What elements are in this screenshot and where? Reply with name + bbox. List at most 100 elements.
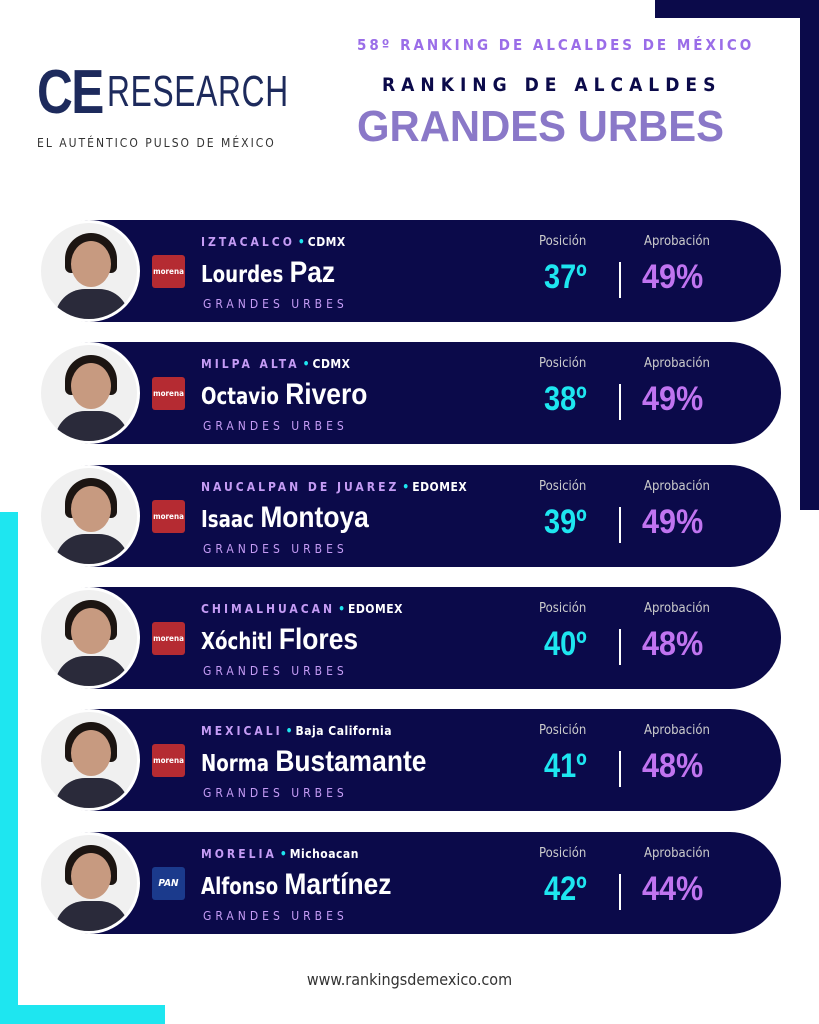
mayor-name: Norma Bustamante	[201, 745, 426, 779]
bullet-icon: •	[297, 235, 305, 249]
location: MILPA ALTA • CDMX	[201, 357, 350, 371]
cyan-frame-left	[0, 512, 18, 1024]
approval-label: Aprobación	[644, 601, 710, 616]
last-name: Rivero	[285, 378, 368, 411]
edition-title: 58º RANKING DE ALCALDES DE MÉXICO	[357, 36, 755, 54]
state: CDMX	[307, 235, 346, 249]
morena-party-logo: morena	[152, 500, 185, 533]
state: Baja California	[295, 724, 392, 738]
mayor-card: morena MEXICALI • Baja California Norma Bu…	[38, 709, 781, 811]
page-title: RANKING DE ALCALDES	[382, 74, 722, 96]
morena-party-logo: morena	[152, 744, 185, 777]
approval-value: 49%	[642, 258, 704, 296]
category: GRANDES URBES	[203, 542, 348, 556]
first-name: Alfonso	[201, 874, 279, 900]
divider	[619, 629, 621, 665]
position-value: 42º	[544, 870, 587, 908]
first-name: Norma	[201, 751, 269, 777]
position-label: Posición	[539, 846, 587, 861]
mayor-card: morena MILPA ALTA • CDMX Octavio Rivero GR…	[38, 342, 781, 444]
mayor-name: Isaac Montoya	[201, 501, 369, 535]
category: GRANDES URBES	[203, 297, 348, 311]
municipality: MORELIA	[201, 847, 277, 861]
position-value: 37º	[544, 258, 587, 296]
morena-party-logo: morena	[152, 622, 185, 655]
morena-party-logo: morena	[152, 255, 185, 288]
bullet-icon: •	[285, 724, 293, 738]
logo-ce: CE	[37, 58, 104, 127]
category: GRANDES URBES	[203, 419, 348, 433]
approval-label: Aprobación	[644, 846, 710, 861]
location: MORELIA • Michoacan	[201, 847, 359, 861]
municipality: NAUCALPAN DE JUAREZ	[201, 480, 400, 494]
approval-value: 49%	[642, 503, 704, 541]
morena-party-logo: morena	[152, 377, 185, 410]
position-value: 39º	[544, 503, 587, 541]
position-label: Posición	[539, 601, 587, 616]
bullet-icon: •	[338, 602, 345, 616]
last-name: Flores	[278, 623, 359, 656]
mayor-photo	[38, 832, 140, 934]
ce-research-logo: CE RESEARCH EL AUTÉNTICO PULSO DE MÉXICO	[37, 58, 288, 151]
divider	[619, 384, 621, 420]
first-name: Lourdes	[201, 262, 284, 288]
position-value: 38º	[544, 380, 587, 418]
first-name: Isaac	[201, 507, 254, 533]
category: GRANDES URBES	[203, 664, 348, 678]
municipality: MEXICALI	[201, 724, 283, 738]
navy-frame-right	[800, 0, 819, 510]
mayor-photo	[38, 342, 140, 444]
bullet-icon: •	[402, 480, 410, 494]
approval-value: 48%	[642, 625, 704, 663]
approval-value: 49%	[642, 380, 704, 418]
mayor-photo	[38, 709, 140, 811]
navy-frame-top	[655, 0, 818, 18]
divider	[619, 507, 621, 543]
divider	[619, 874, 621, 910]
state: Michoacan	[289, 847, 359, 861]
mayor-name: Lourdes Paz	[201, 256, 335, 290]
approval-label: Aprobación	[644, 356, 710, 371]
divider	[619, 262, 621, 298]
state: EDOMEX	[347, 602, 403, 616]
logo-research: RESEARCH	[107, 67, 289, 116]
pan-party-logo: PAN	[152, 867, 185, 900]
bullet-icon: •	[279, 847, 287, 861]
position-value: 40º	[544, 625, 587, 663]
page-subtitle: GRANDES URBES	[357, 102, 724, 151]
municipality: CHIMALHUACAN	[201, 602, 336, 616]
divider	[619, 751, 621, 787]
first-name: Xóchitl	[201, 629, 273, 655]
location: NAUCALPAN DE JUAREZ • EDOMEX	[201, 480, 467, 494]
category: GRANDES URBES	[203, 786, 348, 800]
last-name: Martínez	[284, 868, 392, 901]
last-name: Bustamante	[275, 745, 427, 778]
state: EDOMEX	[412, 480, 468, 494]
mayor-card: morena CHIMALHUACAN • EDOMEX Xóchitl Flore…	[38, 587, 781, 689]
mayor-card: morena IZTACALCO • CDMX Lourdes Paz GRANDE…	[38, 220, 781, 322]
position-label: Posición	[539, 356, 587, 371]
position-label: Posición	[539, 234, 587, 249]
bullet-icon: •	[302, 357, 310, 371]
municipality: MILPA ALTA	[201, 357, 300, 371]
position-value: 41º	[544, 747, 587, 785]
location: CHIMALHUACAN • EDOMEX	[201, 602, 403, 616]
approval-label: Aprobación	[644, 234, 710, 249]
mayor-photo	[38, 220, 140, 322]
approval-label: Aprobación	[644, 723, 710, 738]
approval-label: Aprobación	[644, 479, 710, 494]
state: CDMX	[312, 357, 351, 371]
mayor-photo	[38, 465, 140, 567]
last-name: Montoya	[260, 501, 369, 534]
last-name: Paz	[289, 256, 336, 289]
mayor-photo	[38, 587, 140, 689]
category: GRANDES URBES	[203, 909, 348, 923]
approval-value: 44%	[642, 870, 704, 908]
mayor-card: morena NAUCALPAN DE JUAREZ • EDOMEX Isaac …	[38, 465, 781, 567]
mayor-name: Xóchitl Flores	[201, 623, 358, 657]
footer-url[interactable]: www.rankingsdemexico.com	[306, 970, 513, 989]
location: IZTACALCO • CDMX	[201, 235, 346, 249]
mayor-card: PAN MORELIA • Michoacan Alfonso Martínez G…	[38, 832, 781, 934]
mayor-name: Octavio Rivero	[201, 378, 367, 412]
first-name: Octavio	[201, 384, 279, 410]
